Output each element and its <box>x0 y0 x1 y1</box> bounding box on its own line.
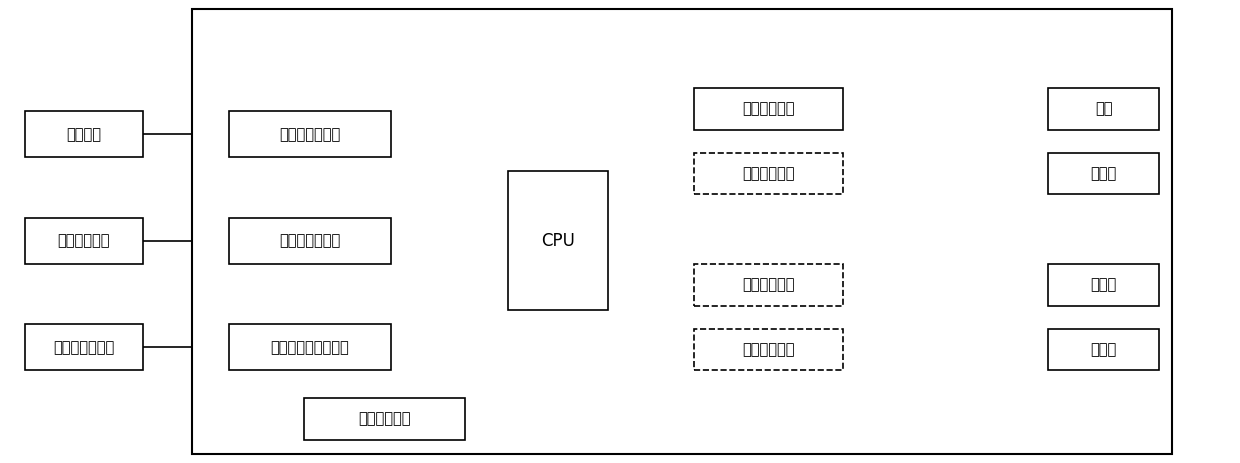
Bar <box>1048 153 1159 194</box>
Bar <box>1048 88 1159 130</box>
Bar <box>694 88 843 130</box>
Text: 室内循环风控制: 室内循环风控制 <box>279 127 341 142</box>
Text: 加湿器: 加湿器 <box>1090 277 1117 292</box>
Bar <box>192 9 1172 454</box>
Text: 环境湿度控制: 环境湿度控制 <box>743 277 795 292</box>
Bar <box>694 264 843 306</box>
Bar <box>229 324 391 370</box>
Bar <box>25 218 143 264</box>
Bar <box>229 218 391 264</box>
Text: 冷却水: 冷却水 <box>1090 166 1117 181</box>
Bar <box>25 111 143 157</box>
Text: 无菌风流量控制: 无菌风流量控制 <box>279 233 341 248</box>
Text: 环境温度控制: 环境温度控制 <box>743 101 795 116</box>
Text: 环境温度检测: 环境温度检测 <box>358 412 410 426</box>
Text: 蒸汽: 蒸汽 <box>1095 101 1112 116</box>
Text: CPU: CPU <box>541 232 575 250</box>
Bar <box>25 324 143 370</box>
Text: 去湿器: 去湿器 <box>1090 342 1117 357</box>
Bar <box>304 398 465 440</box>
Bar <box>694 329 843 370</box>
Text: 物料湿度控制: 物料湿度控制 <box>743 342 795 357</box>
Bar <box>1048 329 1159 370</box>
Text: 循环风机: 循环风机 <box>66 127 102 142</box>
Text: 无菌风流量计: 无菌风流量计 <box>57 233 110 248</box>
Text: 电子显微成像仪: 电子显微成像仪 <box>53 340 114 355</box>
Bar <box>508 171 608 310</box>
Bar <box>229 111 391 157</box>
Bar <box>694 153 843 194</box>
Text: 微生物生长过程监控: 微生物生长过程监控 <box>270 340 350 355</box>
Bar <box>1048 264 1159 306</box>
Text: 物料温度控制: 物料温度控制 <box>743 166 795 181</box>
